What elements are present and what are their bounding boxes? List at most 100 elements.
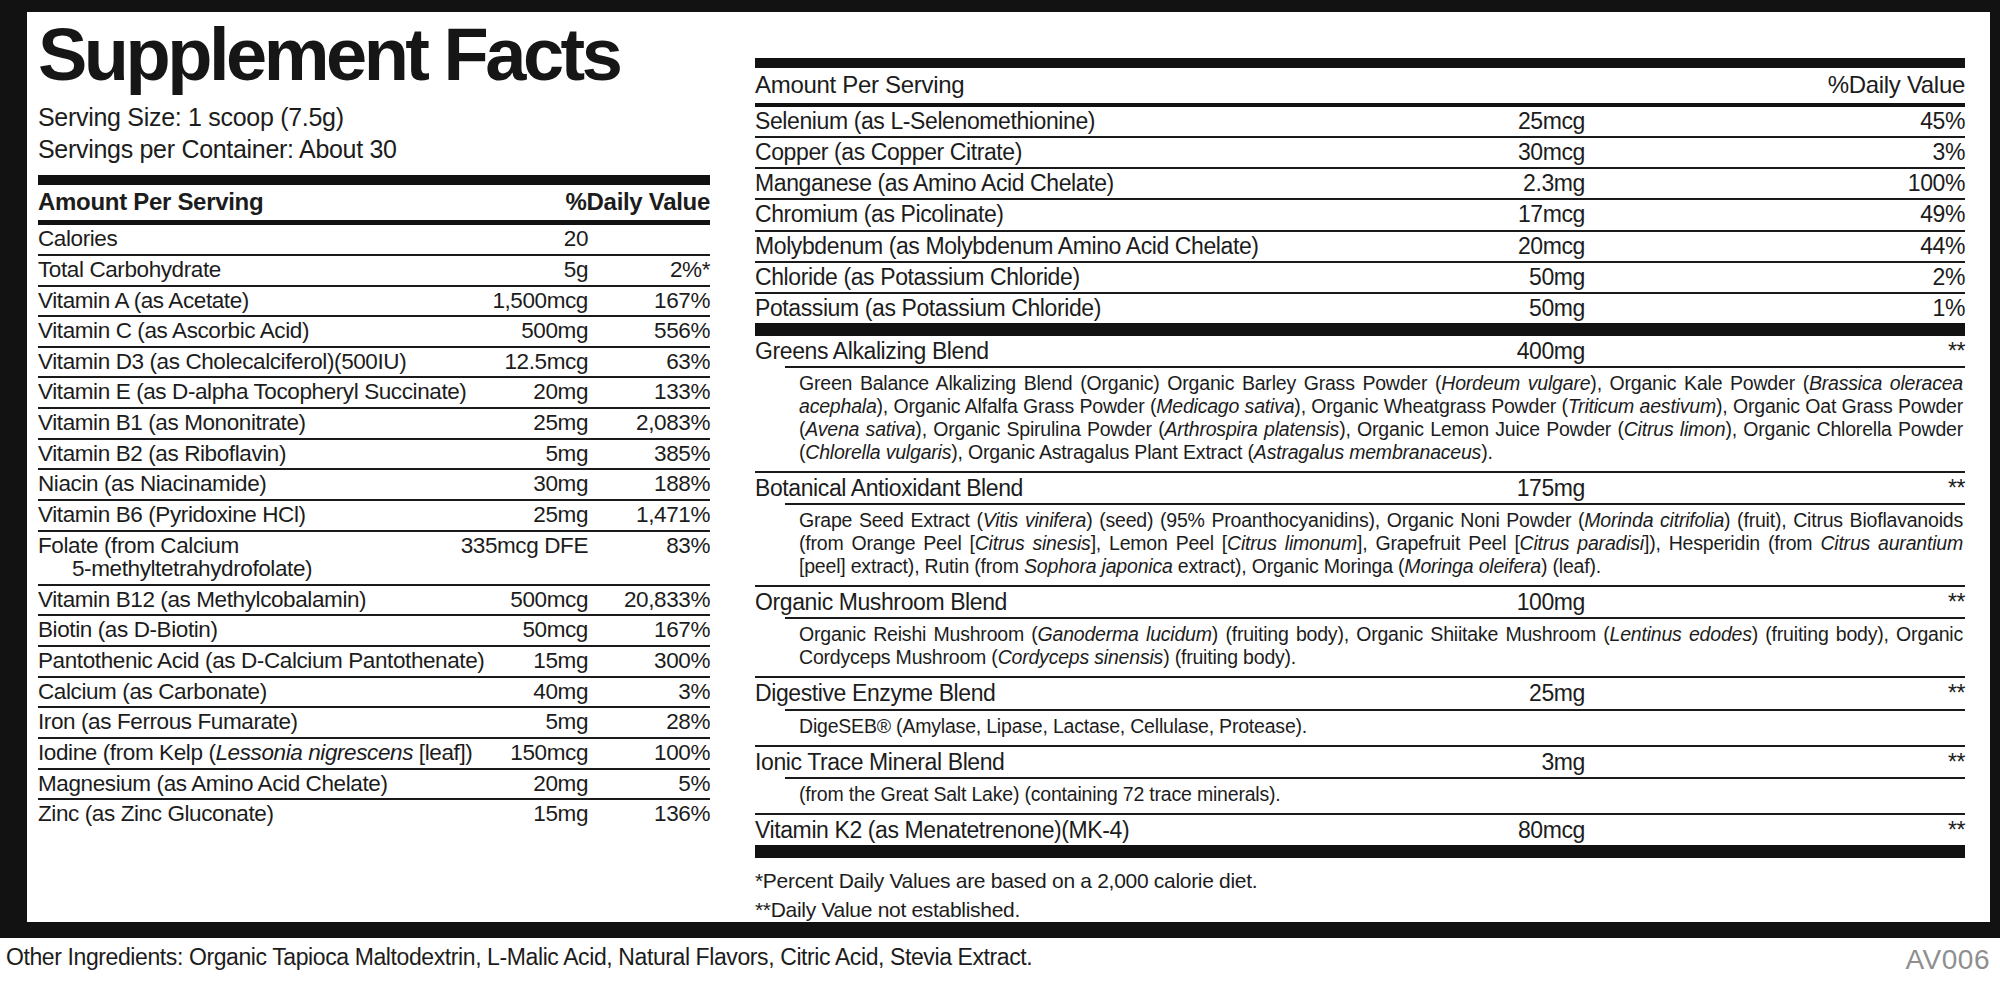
right-table-header: Amount Per Serving %Daily Value: [755, 68, 1965, 103]
nutrient-daily-value: 167%: [588, 289, 710, 313]
footnote-not-established: **Daily Value not established.: [755, 895, 1965, 924]
footnotes: *Percent Daily Values are based on a 2,0…: [755, 866, 1965, 925]
nutrient-row: Chromium (as Picolinate)17mcg49%: [755, 200, 1965, 231]
nutrient-daily-value: 5%: [588, 772, 710, 796]
nutrient-row: Zinc (as Zinc Gluconate)15mg136%: [38, 800, 710, 829]
nutrient-row: Vitamin D3 (as Cholecalciferol)(500IU)12…: [38, 348, 710, 379]
nutrient-row: Vitamin B6 (Pyridoxine HCl)25mg1,471%: [38, 501, 710, 532]
nutrient-name: Niacin (as Niacinamide): [38, 472, 438, 496]
nutrient-row: Selenium (as L-Selenomethionine)25mcg45%: [755, 107, 1965, 138]
left-column: Supplement Facts Serving Size: 1 scoop (…: [38, 18, 710, 829]
nutrient-daily-value: 45%: [1585, 109, 1965, 133]
nutrient-amount: 100mg: [1365, 590, 1585, 614]
nutrient-row: Chloride (as Potassium Chloride)50mg2%: [755, 263, 1965, 294]
blend-section: Greens Alkalizing Blend400mg** Green Bala…: [755, 336, 1965, 471]
nutrient-daily-value: **: [1585, 339, 1965, 363]
nutrient-name: Vitamin E (as D-alpha Tocopheryl Succina…: [38, 380, 438, 404]
nutrient-amount: 400mg: [1365, 339, 1585, 363]
nutrient-name: Biotin (as D-Biotin): [38, 618, 438, 642]
nutrient-name: Chromium (as Picolinate): [755, 202, 1365, 226]
nutrient-amount: 500mg: [438, 319, 588, 343]
nutrient-amount: 30mg: [438, 472, 588, 496]
nutrient-name: Vitamin K2 (as Menatetrenone)(MK-4): [755, 818, 1365, 842]
nutrient-name: Vitamin A (as Acetate): [38, 289, 438, 313]
nutrient-name: Iodine (from Kelp (Lessonia nigrescens […: [38, 741, 438, 765]
nutrient-name: Vitamin B1 (as Mononitrate): [38, 411, 438, 435]
divider-bar: [755, 58, 1965, 68]
blend-section: Vitamin K2 (as Menatetrenone)(MK-4)80mcg…: [755, 813, 1965, 845]
nutrient-name: Total Carbohydrate: [38, 258, 438, 282]
blend-section: Ionic Trace Mineral Blend3mg**(from the …: [755, 745, 1965, 813]
nutrient-row: Total Carbohydrate5g2%*: [38, 256, 710, 287]
nutrient-name: Vitamin C (as Ascorbic Acid): [38, 319, 438, 343]
nutrient-daily-value: 1,471%: [588, 503, 710, 527]
nutrient-amount: 5mg: [438, 442, 588, 466]
blend-description: Organic Reishi Mushroom (Ganoderma lucid…: [785, 617, 1965, 676]
nutrient-amount: 40mg: [438, 680, 588, 704]
blend-section: Digestive Enzyme Blend25mg**DigeSEB® (Am…: [755, 676, 1965, 744]
nutrient-name: Zinc (as Zinc Gluconate): [38, 802, 438, 826]
nutrient-amount: 25mg: [438, 503, 588, 527]
divider-bar: [755, 845, 1965, 858]
nutrient-row: Vitamin B2 (as Riboflavin)5mg385%: [38, 440, 710, 471]
nutrient-row: Niacin (as Niacinamide)30mg188%: [38, 470, 710, 501]
nutrient-daily-value: 100%: [588, 741, 710, 765]
nutrient-name: Botanical Antioxidant Blend: [755, 476, 1365, 500]
nutrient-daily-value: **: [1585, 681, 1965, 705]
nutrient-row: Magnesium (as Amino Acid Chelate)20mg5%: [38, 770, 710, 801]
nutrient-daily-value: 83%: [588, 534, 710, 558]
nutrient-row: Manganese (as Amino Acid Chelate)2.3mg10…: [755, 169, 1965, 200]
nutrient-daily-value: 2%: [1585, 265, 1965, 289]
nutrient-row: Biotin (as D-Biotin)50mcg167%: [38, 616, 710, 647]
nutrient-name: Digestive Enzyme Blend: [755, 681, 1365, 705]
nutrient-row: Vitamin E (as D-alpha Tocopheryl Succina…: [38, 378, 710, 409]
blend-description: DigeSEB® (Amylase, Lipase, Lactase, Cell…: [785, 709, 1965, 745]
nutrient-amount: 15mg: [438, 802, 588, 826]
nutrient-name: Folate (from Calcium5-methyltetrahydrofo…: [38, 534, 438, 581]
nutrient-name: Organic Mushroom Blend: [755, 590, 1365, 614]
nutrient-row: Folate (from Calcium5-methyltetrahydrofo…: [38, 532, 710, 586]
nutrient-amount: 30mcg: [1365, 140, 1585, 164]
nutrient-daily-value: 188%: [588, 472, 710, 496]
blend-row: Ionic Trace Mineral Blend3mg**: [755, 745, 1965, 777]
nutrient-row: Vitamin B1 (as Mononitrate)25mg2,083%: [38, 409, 710, 440]
nutrient-amount: 1,500mcg: [438, 289, 588, 313]
page-title: Supplement Facts: [38, 20, 710, 90]
nutrient-daily-value: 167%: [588, 618, 710, 642]
blend-row: Digestive Enzyme Blend25mg**: [755, 676, 1965, 708]
nutrient-amount: 25mg: [438, 411, 588, 435]
nutrient-row: Iron (as Ferrous Fumarate)5mg28%: [38, 708, 710, 739]
supplement-facts-label: Supplement Facts Serving Size: 1 scoop (…: [0, 0, 2000, 938]
nutrient-amount: 50mcg: [438, 618, 588, 642]
nutrient-daily-value: 133%: [588, 380, 710, 404]
nutrient-daily-value: 63%: [588, 350, 710, 374]
nutrient-name: Vitamin B2 (as Riboflavin): [38, 442, 438, 466]
nutrient-daily-value: 300%: [588, 649, 710, 673]
servings-per-container: Servings per Container: About 30: [38, 134, 710, 166]
nutrient-amount: 20mg: [438, 772, 588, 796]
nutrient-name: Molybdenum (as Molybdenum Amino Acid Che…: [755, 234, 1365, 258]
divider-bar: [755, 323, 1965, 336]
blend-description: Grape Seed Extract (Vitis vinifera) (see…: [785, 503, 1965, 585]
nutrient-name: Calcium (as Carbonate): [38, 680, 438, 704]
nutrient-daily-value: **: [1585, 590, 1965, 614]
nutrient-amount: 175mg: [1365, 476, 1585, 500]
blend-row: Vitamin K2 (as Menatetrenone)(MK-4)80mcg…: [755, 813, 1965, 845]
nutrient-name: Greens Alkalizing Blend: [755, 339, 1365, 363]
nutrient-row: Vitamin C (as Ascorbic Acid)500mg556%: [38, 317, 710, 348]
blend-section: Organic Mushroom Blend100mg** Organic Rei…: [755, 585, 1965, 676]
nutrient-amount: 15mg: [438, 649, 588, 673]
nutrient-amount: 2.3mg: [1365, 171, 1585, 195]
divider-bar: [38, 175, 710, 185]
column-header-amount-per-serving: Amount Per Serving: [755, 71, 964, 99]
nutrient-name: Manganese (as Amino Acid Chelate): [755, 171, 1365, 195]
footnote-dv-basis: *Percent Daily Values are based on a 2,0…: [755, 866, 1965, 895]
nutrient-name: Magnesium (as Amino Acid Chelate): [38, 772, 438, 796]
blend-description: Green Balance Alkalizing Blend (Organic)…: [785, 366, 1965, 471]
nutrient-daily-value: 3%: [588, 680, 710, 704]
right-facts-table: Selenium (as L-Selenomethionine)25mcg45%…: [755, 107, 1965, 323]
blend-sections: Greens Alkalizing Blend400mg**Green Bala…: [755, 336, 1965, 845]
nutrient-row: Potassium (as Potassium Chloride)50mg1%: [755, 294, 1965, 323]
nutrient-daily-value: 556%: [588, 319, 710, 343]
nutrient-row: Pantothenic Acid (as D-Calcium Pantothen…: [38, 647, 710, 678]
